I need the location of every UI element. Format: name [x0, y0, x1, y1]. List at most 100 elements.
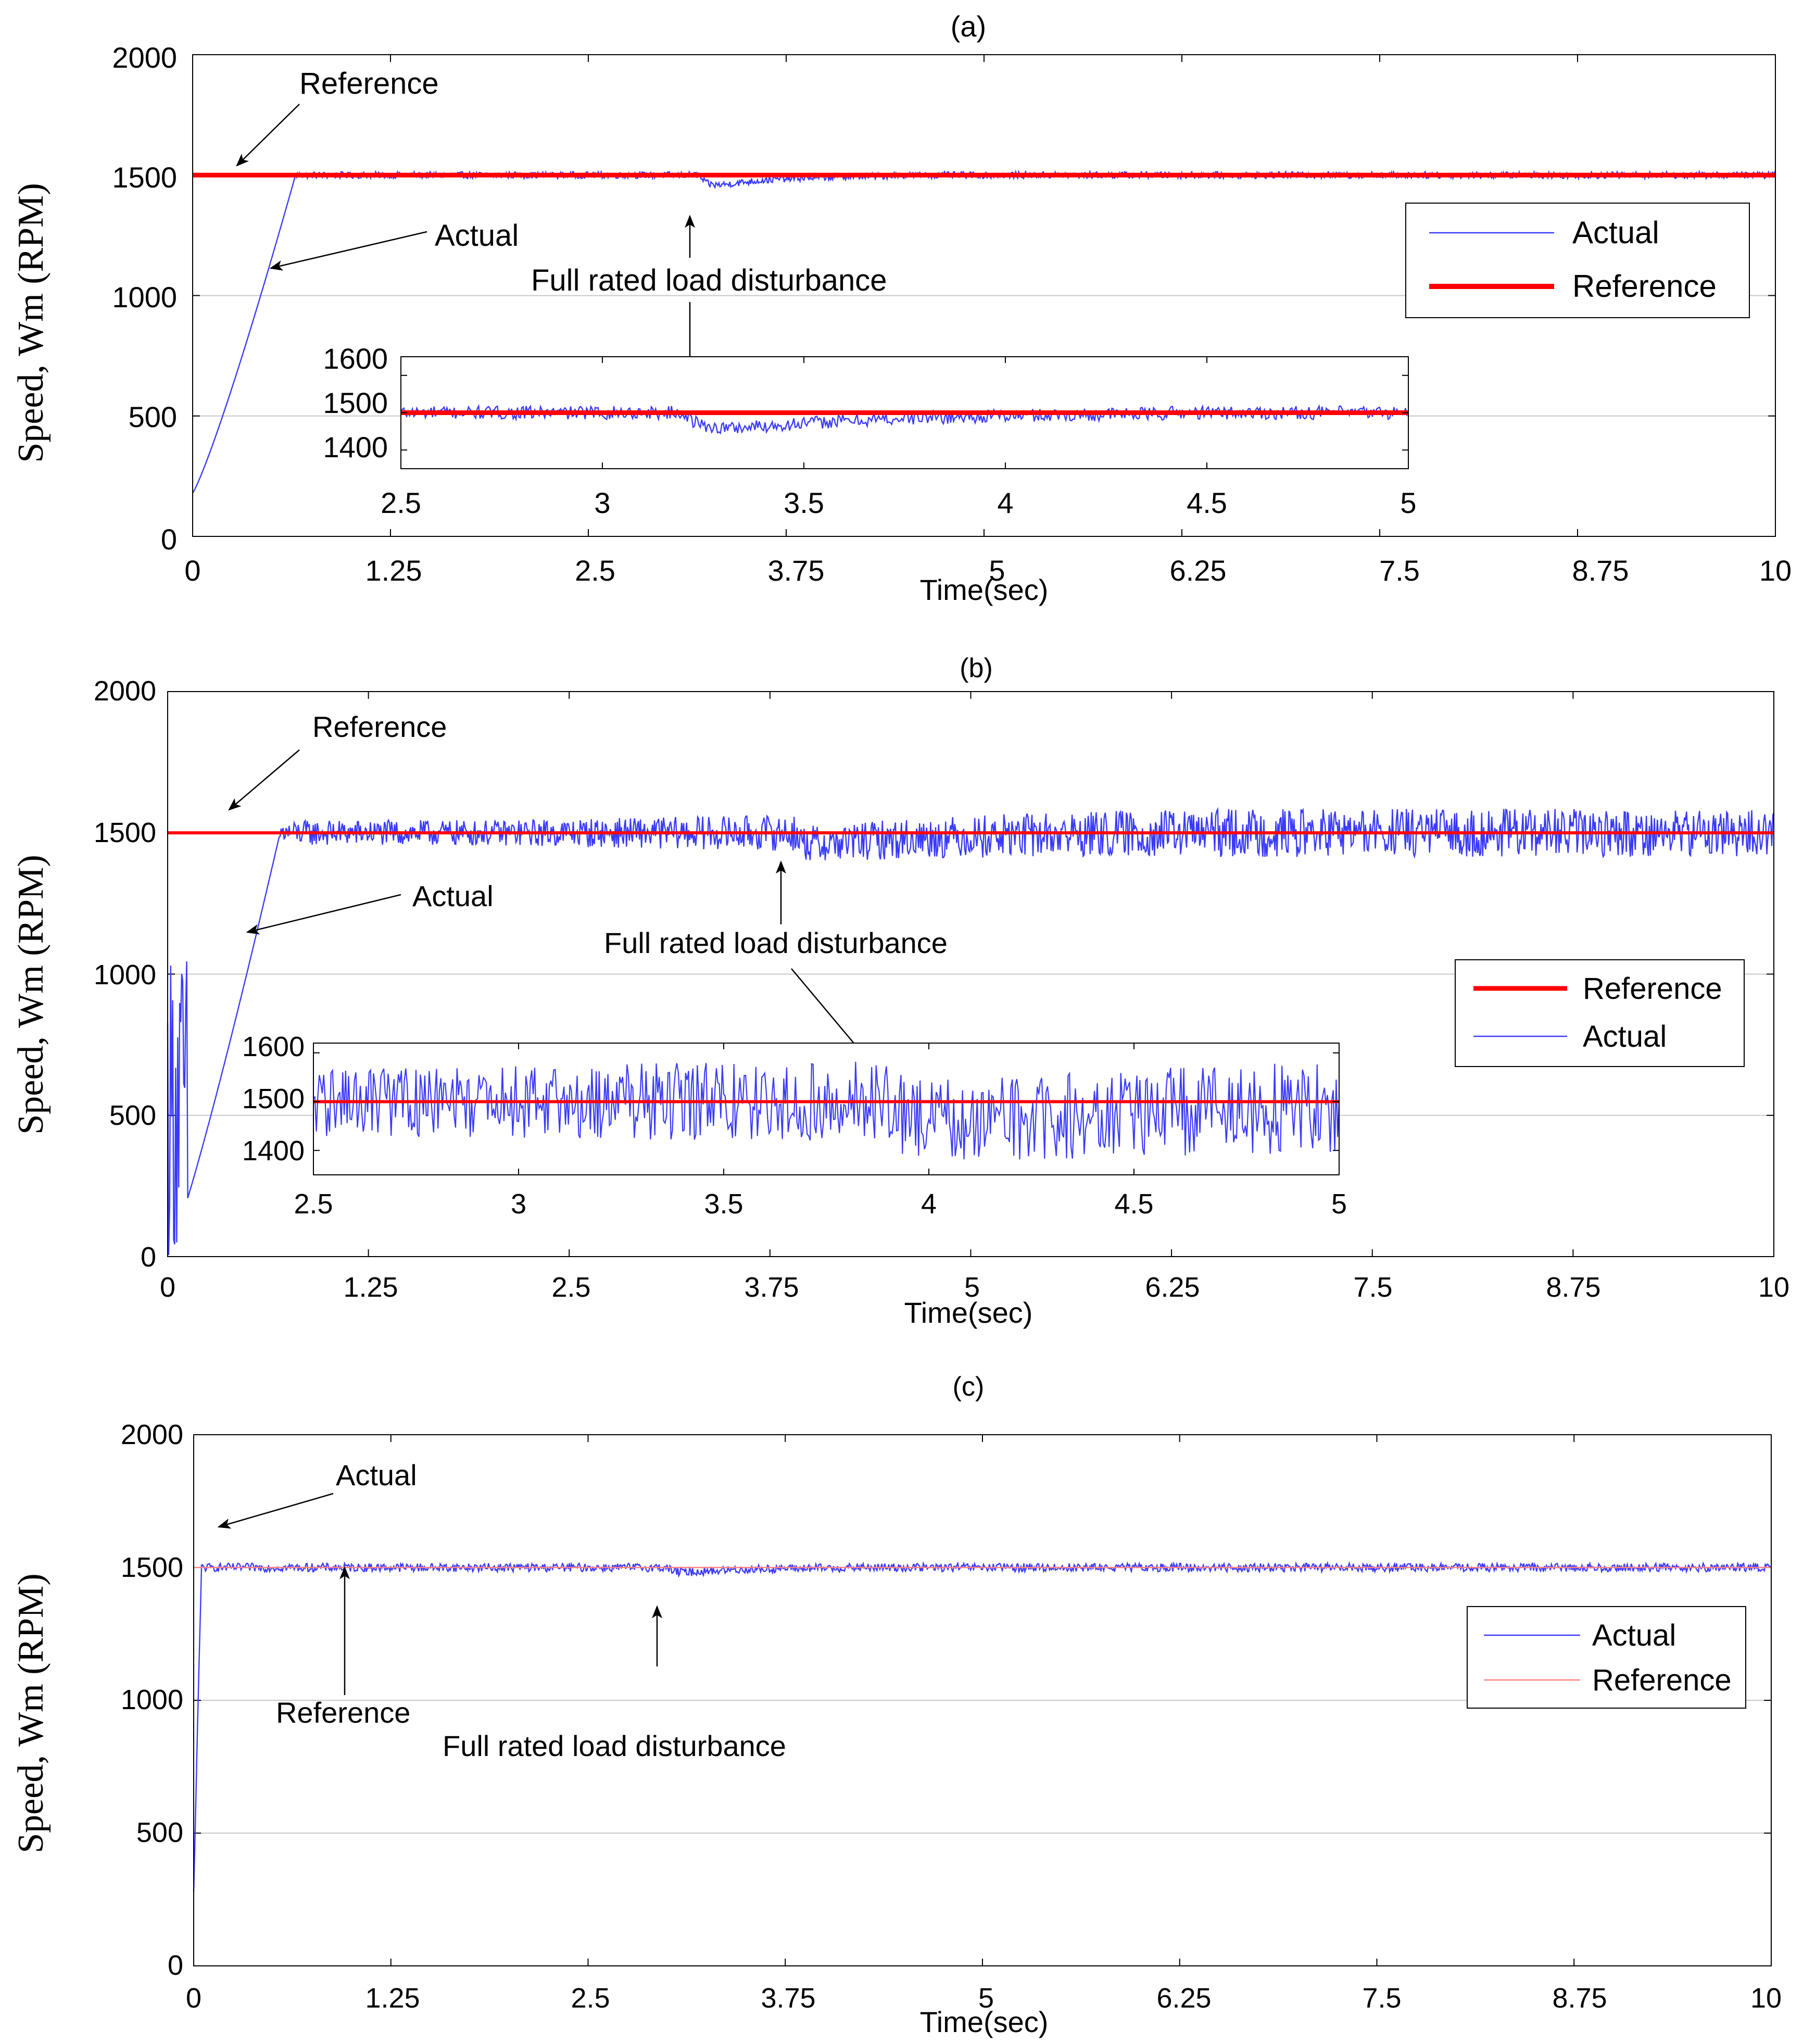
panel-a-ytick-label: 500 [129, 400, 177, 433]
panel-b-annotation-disturbance: Full rated load disturbance [604, 926, 948, 959]
panel-a-xtick-label: 3.75 [768, 554, 825, 587]
panel-b-arrow-actual [246, 894, 401, 935]
panel-c-xtick-label: 0 [186, 1983, 201, 2014]
panel-c-ytick-label: 1000 [121, 1684, 183, 1715]
panel-b-legend-box [1455, 959, 1745, 1067]
panel-b-title: (b) [960, 653, 993, 683]
panel-c-xtick-label: 10 [1750, 1983, 1782, 2014]
panel-a-ytick-label: 1500 [112, 161, 177, 194]
panel-a-inset-xtick-label: 3.5 [784, 486, 824, 519]
panel-a-inset-ytick-label: 1600 [323, 342, 388, 375]
panel-b-arrow-reference [228, 749, 300, 811]
panel-b-xtick-label: 10 [1758, 1272, 1789, 1303]
panel-a-xtick-label: 8.75 [1572, 554, 1629, 587]
panel-c-xtick-labels: 0 1.25 2.5 3.75 5 6.25 7.5 8.75 10 [186, 1983, 1782, 2014]
panel-a: (a) 0 500 1000 1500 2000 0 1.25 2.5 3.75… [11, 10, 1792, 606]
panel-a-inset-ytick-labels: 1400 1500 1600 [323, 342, 388, 463]
panel-a-inset-ytick-label: 1500 [323, 386, 388, 419]
panel-b-inset-xtick-label: 4 [921, 1188, 937, 1220]
panel-c-xtick-label: 2.5 [571, 1983, 610, 2014]
panel-c-xtick-label: 5 [978, 1983, 994, 2014]
panel-a-xtick-label: 7.5 [1379, 554, 1420, 587]
panel-c-legend-label-actual: Actual [1592, 1619, 1676, 1652]
panel-b-ytick-label: 500 [109, 1100, 156, 1131]
panel-b-ytick-label: 1500 [94, 817, 156, 848]
panel-a-xtick-labels: 0 1.25 2.5 3.75 5 6.25 7.5 8.75 10 [184, 554, 1792, 587]
panel-c-ytick-labels: 0 500 1000 1500 2000 [121, 1419, 183, 1981]
panel-b-inset-actual-line [313, 1061, 1340, 1160]
panel-a-xtick-label: 6.25 [1170, 554, 1227, 587]
panel-b-inset-ytick-label: 1500 [242, 1083, 305, 1114]
panel-b-legend-label-reference: Reference [1583, 972, 1722, 1006]
panel-b-inset-xtick-label: 3 [511, 1188, 526, 1220]
panel-a-xtick-label: 2.5 [575, 554, 615, 587]
panel-a-xlabel: Time(sec) [920, 573, 1049, 606]
panel-c-xlabel: Time(sec) [920, 2005, 1049, 2038]
panel-c-annotation-actual: Actual [336, 1459, 417, 1491]
panel-b-inset-xtick-labels: 2.5 3 3.5 4 4.5 5 [294, 1188, 1347, 1220]
panel-b-ytick-label: 1000 [94, 959, 156, 990]
panel-a-legend-label-actual: Actual [1572, 215, 1659, 250]
panel-b-xlabel: Time(sec) [904, 1296, 1033, 1329]
panel-a-annotation-actual: Actual [435, 219, 519, 253]
panel-b-inset-ytick-labels: 1400 1500 1600 [242, 1031, 305, 1167]
panel-b-xtick-label: 2.5 [551, 1272, 590, 1303]
panel-a-inset-xtick-label: 5 [1400, 486, 1416, 519]
panel-b-ytick-labels: 0 500 1000 1500 2000 [94, 675, 156, 1273]
panel-b-ytick-label: 2000 [94, 675, 156, 707]
panel-a-xtick-label: 0 [184, 554, 200, 587]
panel-a-xtick-label: 10 [1759, 554, 1792, 587]
panel-c-xtick-label: 7.5 [1362, 1983, 1401, 2014]
panel-a-legend-box [1405, 203, 1750, 318]
panel-c: (c) 0 500 1000 1500 2000 0 1.25 2.5 3.75… [11, 1372, 1782, 2038]
panel-c-xtick-label: 3.75 [761, 1983, 815, 2014]
panel-a-xtick-label: 1.25 [365, 554, 422, 587]
panel-c-ytick-label: 2000 [121, 1419, 183, 1450]
panel-a-arrow-actual [269, 231, 427, 271]
panel-a-inset-xtick-label: 4.5 [1187, 486, 1227, 519]
panel-a-inset: 1400 1500 1600 2.5 3 3.5 4 4.5 5 [323, 342, 1416, 519]
panel-b-ytick-label: 0 [141, 1242, 156, 1273]
panel-b-inset-xtick-label: 5 [1331, 1188, 1347, 1220]
panel-b-inset-xtick-label: 4.5 [1114, 1188, 1153, 1220]
panel-c-ytick-label: 1500 [121, 1552, 183, 1583]
panel-b-xtick-label: 8.75 [1546, 1272, 1600, 1303]
panel-a-inset-ytick-label: 1400 [323, 431, 388, 463]
panel-b-xtick-label: 5 [964, 1272, 980, 1303]
panel-a-inset-xtick-label: 2.5 [381, 486, 421, 519]
panel-a-inset-xtick-label: 4 [997, 486, 1013, 519]
panel-a-ytick-label: 2000 [112, 41, 177, 74]
panel-c-xtick-label: 8.75 [1552, 1983, 1607, 2014]
panel-c-xtick-label: 6.25 [1156, 1983, 1211, 2014]
panel-a-plot-frame [192, 54, 1776, 537]
panel-a-inset-xtick-labels: 2.5 3 3.5 4 4.5 5 [381, 486, 1417, 519]
panel-a-xtick-label: 5 [989, 554, 1005, 587]
panel-a-ylabel: Speed, Wm (RPM) [11, 183, 51, 462]
panel-b-annotation-actual: Actual [412, 880, 494, 912]
panel-b-actual-line [167, 807, 1775, 1255]
panel-b-xtick-label: 3.75 [744, 1272, 799, 1303]
panel-b-annotation-reference: Reference [312, 710, 447, 743]
panel-c-annotation-disturbance: Full rated load disturbance [443, 1729, 786, 1762]
panel-b-xtick-label: 7.5 [1353, 1272, 1392, 1303]
panel-b-legend: Reference Actual [1455, 959, 1745, 1067]
panel-b-xtick-labels: 0 1.25 2.5 3.75 5 6.25 7.5 8.75 10 [160, 1272, 1789, 1303]
panel-b: (b) 0 500 1000 1500 2000 0 1.25 2.5 3.75… [11, 653, 1789, 1329]
panel-c-arrow-actual [217, 1493, 334, 1529]
panel-c-title: (c) [953, 1372, 985, 1402]
panel-b-inset-ytick-label: 1400 [242, 1135, 305, 1167]
panel-a-ytick-labels: 0 500 1000 1500 2000 [112, 41, 177, 556]
panel-b-inset: 1400 1500 1600 2.5 3 3.5 4 4.5 5 [242, 1031, 1347, 1220]
panel-b-ylabel: Speed, Wm (RPM) [11, 855, 51, 1134]
panel-b-legend-label-actual: Actual [1583, 1020, 1667, 1054]
panel-a-title: (a) [951, 10, 986, 43]
panel-a-legend: Actual Reference [1405, 203, 1750, 318]
panel-a-arrow-reference [236, 104, 300, 167]
panel-c-legend-label-reference: Reference [1592, 1663, 1732, 1697]
panel-c-legend-box [1467, 1606, 1746, 1709]
panel-b-inset-frame [313, 1043, 1340, 1175]
panel-b-plot-frame [167, 691, 1774, 1257]
panel-a-ytick-label: 1000 [112, 281, 177, 314]
